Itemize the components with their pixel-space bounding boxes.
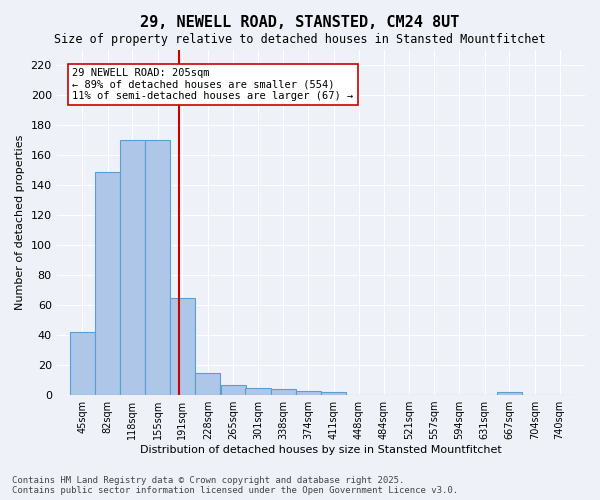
Bar [95,172,120,395]
Bar [245,388,271,395]
Bar [296,390,320,395]
Bar [120,140,145,395]
Bar [145,140,170,395]
Text: Size of property relative to detached houses in Stansted Mountfitchet: Size of property relative to detached ho… [54,32,546,46]
Bar [170,298,195,395]
Bar [70,332,95,395]
Bar [195,372,220,395]
Text: 29, NEWELL ROAD, STANSTED, CM24 8UT: 29, NEWELL ROAD, STANSTED, CM24 8UT [140,15,460,30]
Text: Contains HM Land Registry data © Crown copyright and database right 2025.
Contai: Contains HM Land Registry data © Crown c… [12,476,458,495]
Text: 29 NEWELL ROAD: 205sqm
← 89% of detached houses are smaller (554)
11% of semi-de: 29 NEWELL ROAD: 205sqm ← 89% of detached… [72,68,353,101]
Y-axis label: Number of detached properties: Number of detached properties [15,135,25,310]
Bar [271,389,296,395]
Bar [497,392,522,395]
X-axis label: Distribution of detached houses by size in Stansted Mountfitchet: Distribution of detached houses by size … [140,445,502,455]
Bar [221,384,246,395]
Bar [321,392,346,395]
